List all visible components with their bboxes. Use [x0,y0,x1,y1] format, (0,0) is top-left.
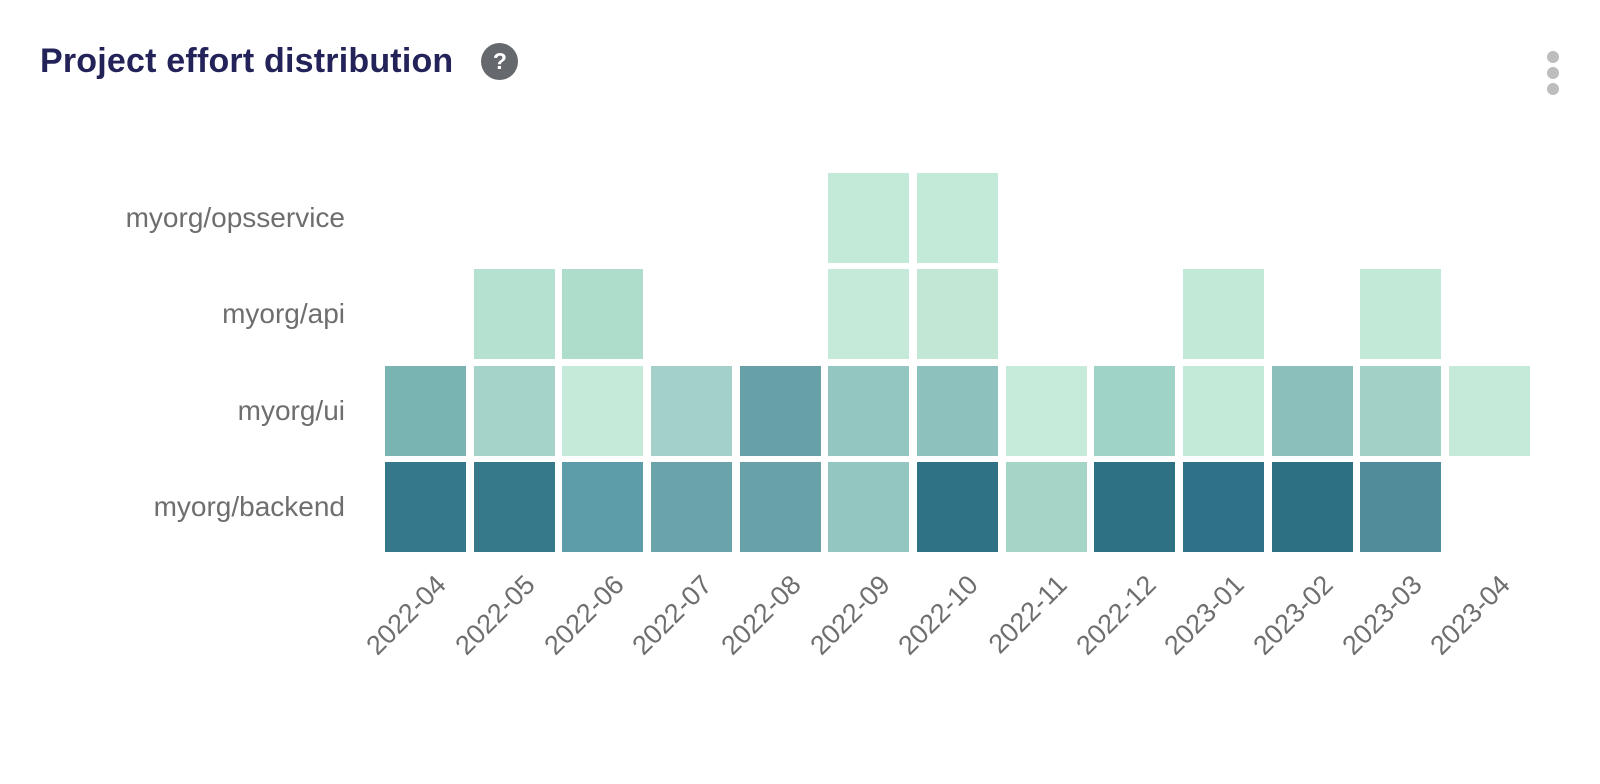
heatmap-cell[interactable] [828,173,910,263]
question-mark-icon[interactable]: ? [481,43,519,80]
heatmap-cell[interactable] [739,461,821,552]
x-axis-label: 2023-01 [1158,569,1250,661]
heatmap-cell[interactable] [916,173,998,263]
x-axis-label: 2022-11 [982,569,1073,660]
heatmap-cell[interactable] [650,365,732,456]
x-axis-label: 2022-05 [449,569,541,661]
x-axis-label: 2022-07 [626,569,719,661]
x-axis-label: 2022-04 [360,569,453,661]
x-axis-label: 2023-03 [1335,569,1428,661]
heatmap-cell[interactable] [828,461,910,552]
x-axis-label: 2023-04 [1424,569,1516,661]
heatmap-cell[interactable] [1005,365,1087,456]
x-axis-label: 2022-10 [892,569,985,661]
kebab-dot [1547,83,1559,95]
heatmap-cell[interactable] [562,461,644,552]
heatmap-cell[interactable] [1271,461,1353,552]
heatmap-cell[interactable] [1182,269,1264,360]
y-axis-label: myorg/api [222,298,345,330]
x-axis-label: 2023-02 [1247,569,1339,661]
heatmap-cell[interactable] [473,269,555,360]
heatmap-cell[interactable] [916,461,998,552]
kebab-menu-icon[interactable] [1545,49,1561,97]
x-axis-label: 2022-12 [1070,569,1162,661]
heatmap-cell[interactable] [473,461,555,552]
kebab-dot [1547,67,1559,79]
heatmap-cell[interactable] [1448,365,1530,456]
heatmap-cell[interactable] [1094,365,1176,456]
heatmap-cell[interactable] [385,461,466,552]
heatmap-cell[interactable] [828,365,910,456]
heatmap-cell[interactable] [1005,461,1087,552]
heatmap-cell[interactable] [916,269,998,360]
heatmap-cell[interactable] [1360,461,1442,552]
heatmap-cell[interactable] [1360,269,1442,360]
heatmap-cell[interactable] [739,365,821,456]
heatmap-cell[interactable] [473,365,555,456]
heatmap-cell[interactable] [1182,461,1264,552]
heatmap-cell[interactable] [385,365,466,456]
x-axis-label: 2022-06 [538,569,630,661]
heatmap-cell[interactable] [916,365,998,456]
heatmap-cell[interactable] [1094,461,1176,552]
x-axis-label: 2022-09 [804,569,896,661]
x-axis-label: 2022-08 [715,569,807,661]
heatmap-cell[interactable] [1182,365,1264,456]
heatmap-cell[interactable] [562,365,644,456]
kebab-dot [1547,51,1559,63]
chart-header: Project effort distribution ? [40,42,519,81]
heatmap-cell[interactable] [562,269,644,360]
heatmap-cell[interactable] [650,461,732,552]
y-axis-label: myorg/backend [153,490,345,522]
chart-title: Project effort distribution [40,42,454,80]
y-axis-label: myorg/ui [237,394,345,426]
heatmap-cell[interactable] [1360,365,1442,456]
y-axis-label: myorg/opsservice [125,202,345,233]
heatmap-cell[interactable] [828,269,910,360]
heatmap-cell[interactable] [1271,365,1353,456]
